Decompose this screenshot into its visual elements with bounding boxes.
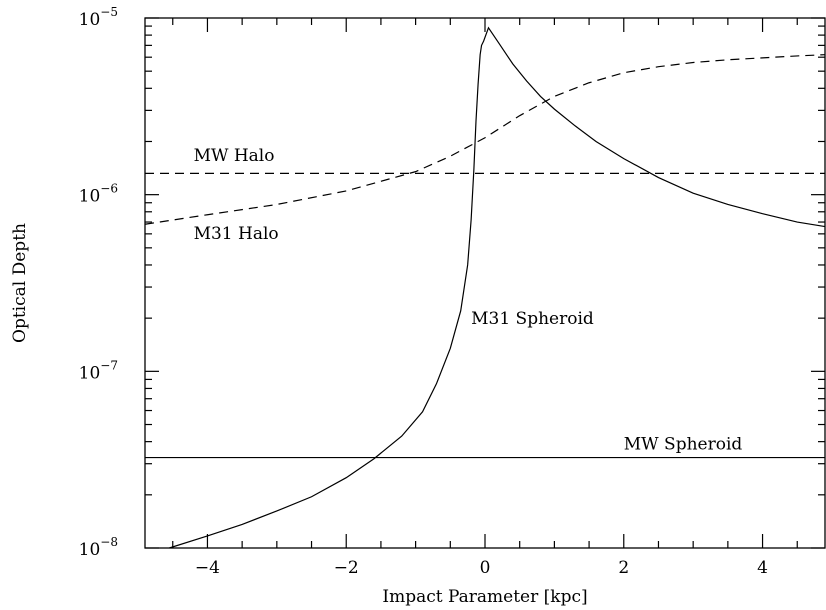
y-tick-labels: 10−8 10−7 10−6 10−5	[79, 5, 118, 560]
annotation-mw-halo: MW Halo	[194, 146, 275, 166]
x-tick-label: 2	[618, 558, 629, 578]
series-lines	[144, 26, 826, 549]
x-tick-labels: −4 −2 0 2 4	[195, 558, 768, 578]
minor-ticks	[145, 18, 825, 548]
x-tick-label: 4	[757, 558, 768, 578]
x-tick-label: −4	[195, 558, 220, 578]
annotation-m31-spheroid: M31 Spheroid	[471, 309, 594, 329]
annotation-m31-halo: M31 Halo	[194, 224, 279, 244]
y-tick-label: 10−8	[79, 535, 118, 560]
y-tick-label: 10−6	[79, 182, 118, 207]
plot-frame	[144, 17, 826, 549]
annotation-mw-spheroid: MW Spheroid	[624, 435, 743, 455]
series-line-m31-halo	[144, 54, 826, 225]
series-line-m31-spheroid	[169, 26, 826, 549]
y-axis-title: Optical Depth	[10, 223, 30, 343]
x-axis-title: Impact Parameter [kpc]	[382, 587, 587, 607]
y-tick-label: 10−5	[79, 5, 118, 30]
x-tick-label: 0	[480, 558, 491, 578]
y-tick-label: 10−7	[79, 358, 118, 383]
x-tick-label: −2	[334, 558, 359, 578]
major-ticks	[145, 17, 825, 549]
annotations: MW Halo M31 Halo M31 Spheroid MW Spheroid	[194, 146, 743, 455]
